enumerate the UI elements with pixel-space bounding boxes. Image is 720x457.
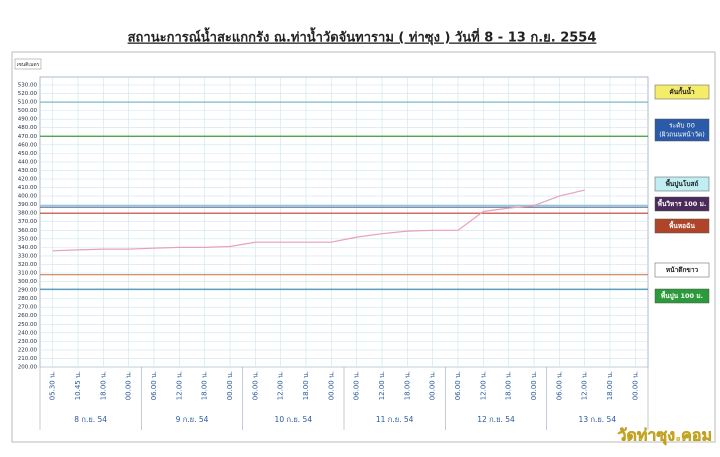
y-tick-label: 410.00: [18, 185, 38, 191]
day-label: 11 ก.ย. 54: [376, 415, 414, 424]
x-tick-label: 18.00 น.: [403, 371, 411, 400]
x-tick-label: 12.00 น.: [378, 371, 386, 400]
chart-title: สถานะการณ์น้ำสะแกกรัง ณ.ท่าน้ำวัดจันทารา…: [128, 27, 597, 46]
x-tick-label: 00.00 น.: [530, 371, 538, 400]
y-tick-label: 460.00: [18, 142, 38, 148]
x-tick-label: 12.00 น.: [581, 371, 589, 400]
reference-box: [654, 176, 710, 192]
y-tick-label: 430.00: [18, 168, 38, 174]
y-axis-label: เซนติเมตร: [17, 61, 40, 68]
y-tick-label: 380.00: [18, 211, 38, 217]
reference-label: พื้นหอฉัน: [669, 220, 695, 230]
x-tick-label: 06.00 น.: [150, 371, 158, 400]
reference-label: พื้นปูนโบสถ์: [666, 178, 699, 189]
y-tick-label: 390.00: [18, 202, 38, 208]
x-tick-label: 00.00 น.: [226, 371, 234, 400]
reference-label: ระดับ 00: [669, 122, 695, 130]
x-tick-label: 00.00 น.: [631, 371, 639, 400]
x-tick-label: 06.00 น.: [251, 371, 259, 400]
x-tick-label: 18.00 น.: [505, 371, 513, 400]
x-tick-label: 12.00 น.: [277, 371, 285, 400]
y-tick-label: 260.00: [18, 313, 38, 319]
y-tick-label: 290.00: [18, 288, 38, 294]
y-tick-label: 350.00: [18, 236, 38, 242]
x-tick-label: 06.00 น.: [555, 371, 563, 400]
y-tick-label: 360.00: [18, 228, 38, 234]
reference-box: [654, 84, 710, 100]
y-tick-label: 270.00: [18, 305, 38, 311]
y-tick-label: 300.00: [18, 279, 38, 285]
y-tick-label: 440.00: [18, 159, 38, 165]
watermark: วัดท่าซุง.คอม: [617, 426, 712, 446]
day-label: 10 ก.ย. 54: [275, 415, 313, 424]
x-tick-label: 18.00 น.: [99, 371, 107, 400]
y-tick-label: 370.00: [18, 219, 38, 225]
y-tick-label: 200.00: [18, 365, 38, 371]
y-tick-label: 210.00: [18, 356, 38, 362]
x-tick-label: 10.45 น.: [74, 371, 82, 400]
reference-box: [654, 118, 710, 142]
y-tick-label: 320.00: [18, 262, 38, 268]
y-label-box: [14, 58, 42, 70]
day-label: 13 ก.ย. 54: [579, 415, 617, 424]
y-tick-label: 480.00: [18, 125, 38, 131]
series-line: [52, 189, 585, 252]
reference-box: [654, 196, 710, 212]
y-tick-label: 450.00: [18, 151, 38, 157]
y-tick-label: 470.00: [18, 134, 38, 140]
x-tick-label: 00.00 น.: [125, 371, 133, 400]
y-tick-label: 230.00: [18, 339, 38, 345]
x-tick-label: 12.00 น.: [175, 371, 183, 400]
x-tick-label: 18.00 น.: [302, 371, 310, 400]
y-tick-label: 250.00: [18, 322, 38, 328]
x-tick-label: 00.00 น.: [327, 371, 335, 400]
y-tick-label: 520.00: [18, 91, 38, 97]
y-tick-label: 340.00: [18, 245, 38, 251]
y-tick-label: 220.00: [18, 347, 38, 353]
reference-box: [654, 262, 710, 278]
reference-label: หน้าตึกขาว: [666, 265, 699, 274]
y-tick-label: 420.00: [18, 177, 38, 183]
x-tick-label: 06.00 น.: [454, 371, 462, 400]
y-tick-label: 280.00: [18, 296, 38, 302]
x-tick-label: 00.00 น.: [429, 371, 437, 400]
x-tick-label: 18.00 น.: [606, 371, 614, 400]
reference-label: พื้นปูน 100 ม.: [661, 290, 703, 301]
y-tick-label: 500.00: [18, 108, 38, 114]
reference-label: พื้นวิหาร 100 ม.: [658, 198, 707, 208]
y-tick-label: 530.00: [18, 83, 38, 89]
day-label: 12 ก.ย. 54: [477, 415, 515, 424]
y-tick-label: 510.00: [18, 100, 38, 106]
reference-box: [654, 218, 710, 234]
day-label: 9 ก.ย. 54: [176, 415, 209, 424]
reference-box: [654, 288, 710, 304]
y-tick-label: 330.00: [18, 253, 38, 259]
reference-label: คันกั้นน้ำ: [669, 86, 695, 96]
x-tick-label: 18.00 น.: [201, 371, 209, 400]
y-tick-label: 240.00: [18, 330, 38, 336]
y-tick-label: 310.00: [18, 271, 38, 277]
x-tick-label: 05.30 น.: [49, 371, 57, 400]
reference-label: (ผิวถนนหน้าวัด): [659, 131, 705, 139]
y-tick-label: 400.00: [18, 194, 38, 200]
x-tick-label: 12.00 น.: [479, 371, 487, 400]
y-tick-label: 490.00: [18, 117, 38, 123]
day-label: 8 ก.ย. 54: [74, 415, 107, 424]
x-tick-label: 06.00 น.: [353, 371, 361, 400]
